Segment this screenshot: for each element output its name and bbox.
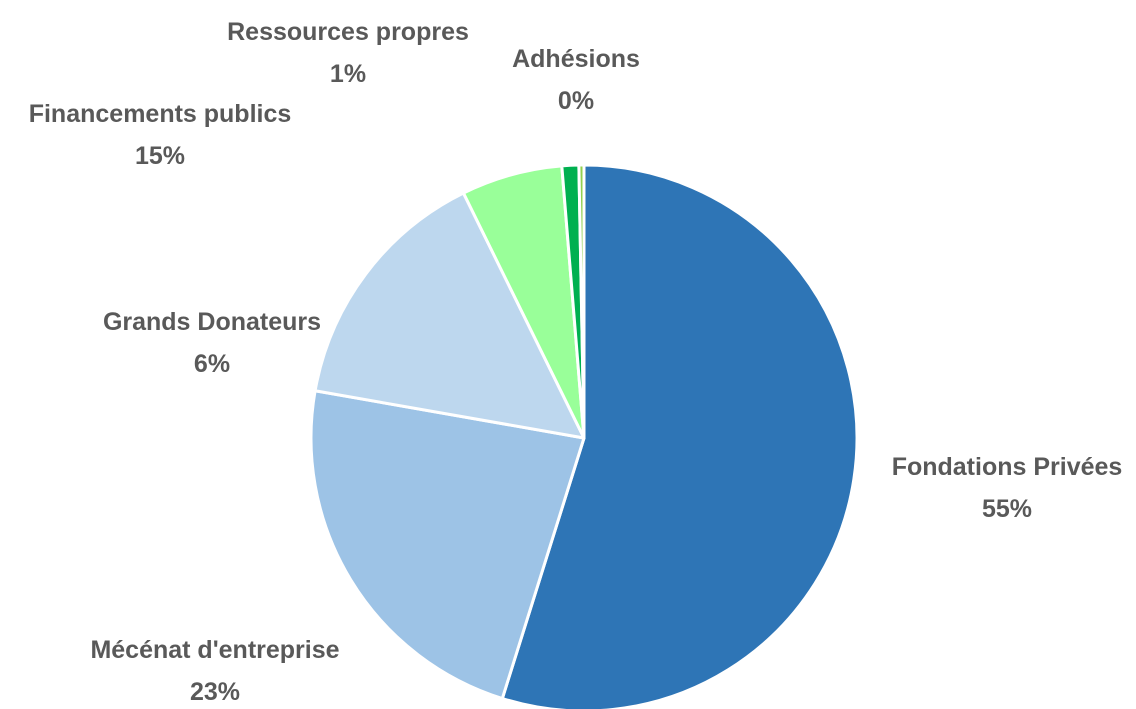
label-grands-donateurs-value: 6% xyxy=(194,350,230,378)
pie-slice-fondations-privees xyxy=(500,163,859,709)
label-financements-publics-value: 15% xyxy=(135,142,185,170)
label-fondations-privees-name: Fondations Privées xyxy=(892,453,1123,481)
label-adhesions-name: Adhésions xyxy=(512,45,640,73)
data-labels: Fondations Privées 55% Mécénat d'entrepr… xyxy=(29,18,1123,706)
label-ressources-propres-value: 1% xyxy=(330,60,366,88)
pie-slice-financements-publics xyxy=(313,191,586,440)
pie-slices xyxy=(309,163,859,709)
label-ressources-propres-name: Ressources propres xyxy=(227,18,469,46)
pie-slice-mecenat-d-entreprise xyxy=(309,389,586,700)
label-adhesions-value: 0% xyxy=(558,87,594,115)
label-mecenat-entreprise-name: Mécénat d'entreprise xyxy=(90,636,339,664)
label-financements-publics-name: Financements publics xyxy=(29,100,292,128)
pie-slice-adhesions xyxy=(577,163,586,440)
label-grands-donateurs-name: Grands Donateurs xyxy=(103,308,321,336)
label-fondations-privees-value: 55% xyxy=(982,495,1032,523)
label-mecenat-entreprise-value: 23% xyxy=(190,678,240,706)
